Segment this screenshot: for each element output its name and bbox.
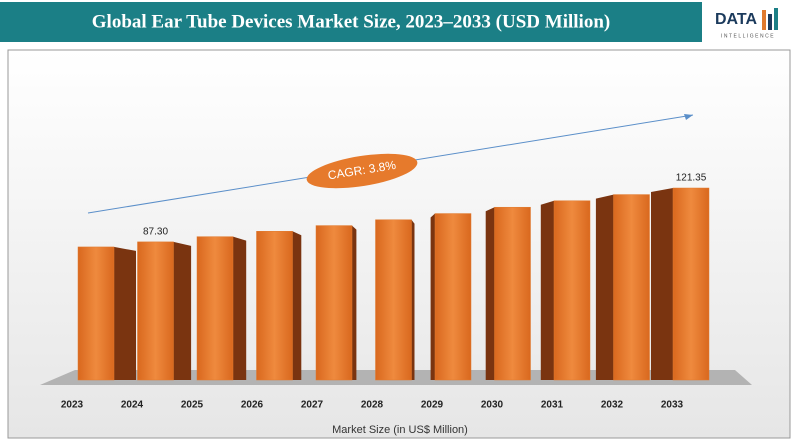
x-tick-label: 2033 — [661, 400, 684, 411]
bar — [375, 219, 412, 381]
data-label: 87.30 — [143, 227, 168, 238]
chart-title: Global Ear Tube Devices Market Size, 202… — [92, 11, 610, 32]
x-tick-label: 2028 — [361, 400, 384, 411]
x-tick-label: 2026 — [241, 400, 264, 411]
arrow-head — [684, 114, 693, 120]
x-tick-label: 2024 — [121, 400, 144, 411]
title-banner — [0, 2, 702, 42]
logo-bar — [762, 10, 766, 30]
bar — [553, 200, 591, 381]
logo: DATA — [715, 11, 758, 28]
x-tick-label: 2031 — [541, 400, 564, 411]
x-tick-label: 2023 — [61, 400, 84, 411]
data-label: 121.35 — [676, 173, 707, 184]
logo-subtitle: INTELLIGENCE — [721, 33, 775, 39]
bar-side — [485, 207, 495, 380]
bar — [613, 194, 650, 381]
bar-side — [233, 236, 247, 380]
bar-side — [173, 241, 192, 380]
cagr-badge — [306, 153, 418, 189]
bar-side — [540, 200, 554, 380]
x-tick-label: 2025 — [181, 400, 204, 411]
bar — [256, 231, 293, 381]
bar — [196, 236, 234, 381]
x-tick-label: 2030 — [481, 400, 504, 411]
bar-side — [292, 231, 302, 380]
bar — [315, 225, 353, 381]
x-tick-label: 2032 — [601, 400, 624, 411]
bar-side — [352, 225, 357, 380]
bar — [77, 246, 115, 381]
bar-side — [411, 219, 415, 380]
x-axis-title: Market Size (in US$ Million) — [332, 424, 468, 436]
x-tick-label: 2029 — [421, 400, 444, 411]
bar — [137, 241, 174, 381]
bar-side — [430, 213, 435, 380]
bar-side — [114, 246, 136, 380]
bar — [672, 187, 710, 381]
x-tick-label: 2027 — [301, 400, 324, 411]
logo-bar — [768, 14, 772, 30]
bar — [434, 213, 472, 381]
bar-side — [595, 194, 614, 380]
bar-side — [651, 188, 673, 380]
logo-bar — [774, 8, 778, 30]
bar — [494, 206, 531, 381]
